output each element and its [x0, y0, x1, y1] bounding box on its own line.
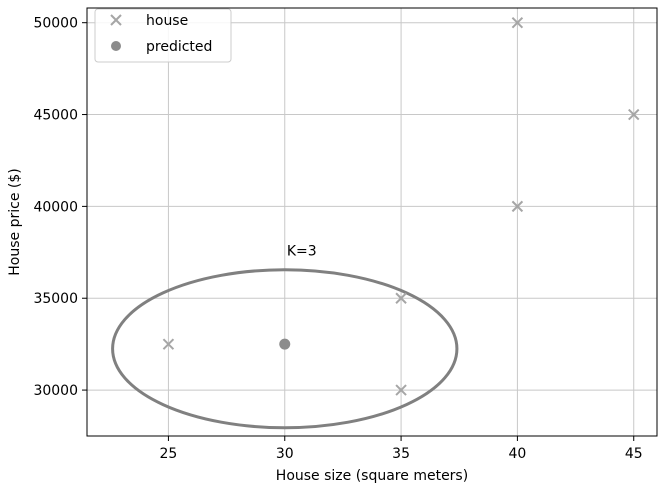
house-point-marker — [511, 16, 524, 29]
y-tick-label: 40000 — [33, 199, 78, 215]
grid-lines — [87, 8, 657, 436]
y-axis-title: House price ($) — [7, 168, 23, 275]
legend-predicted-label: predicted — [146, 39, 212, 55]
knn-radius-ellipse — [111, 268, 459, 430]
legend-house-label: house — [146, 13, 188, 29]
y-tick-label: 35000 — [33, 291, 78, 307]
predicted-point-marker — [279, 338, 291, 350]
y-tick-label: 45000 — [33, 108, 78, 124]
legend-box — [94, 8, 232, 63]
x-tick-label: 40 — [508, 446, 526, 462]
x-axis-title: House size (square meters) — [276, 468, 468, 484]
house-point-marker — [395, 292, 407, 304]
y-tick-label: 30000 — [33, 383, 78, 399]
data-points — [162, 16, 640, 396]
plot-frame — [86, 7, 658, 437]
knn-radius-ellipse-group — [111, 268, 459, 430]
y-tick-label: 50000 — [33, 16, 78, 32]
house-point-marker — [511, 200, 524, 213]
house-point-marker — [395, 384, 407, 396]
x-tick-label: 30 — [276, 446, 294, 462]
x-tick-label: 45 — [625, 446, 643, 462]
legend-x-glyph — [110, 14, 122, 26]
house-point-marker — [162, 338, 175, 350]
k-annotation: K=3 — [287, 243, 317, 259]
legend-house-marker-icon — [110, 14, 122, 26]
legend-predicted-marker-icon — [111, 41, 121, 51]
axis-ticks: 25 30 35 40 45 30000 35000 40000 45000 50000 — [33, 16, 642, 462]
x-tick-label: 35 — [392, 446, 410, 462]
x-tick-label: 25 — [160, 446, 178, 462]
legend: house predicted — [94, 8, 232, 63]
house-point-marker — [628, 108, 640, 121]
